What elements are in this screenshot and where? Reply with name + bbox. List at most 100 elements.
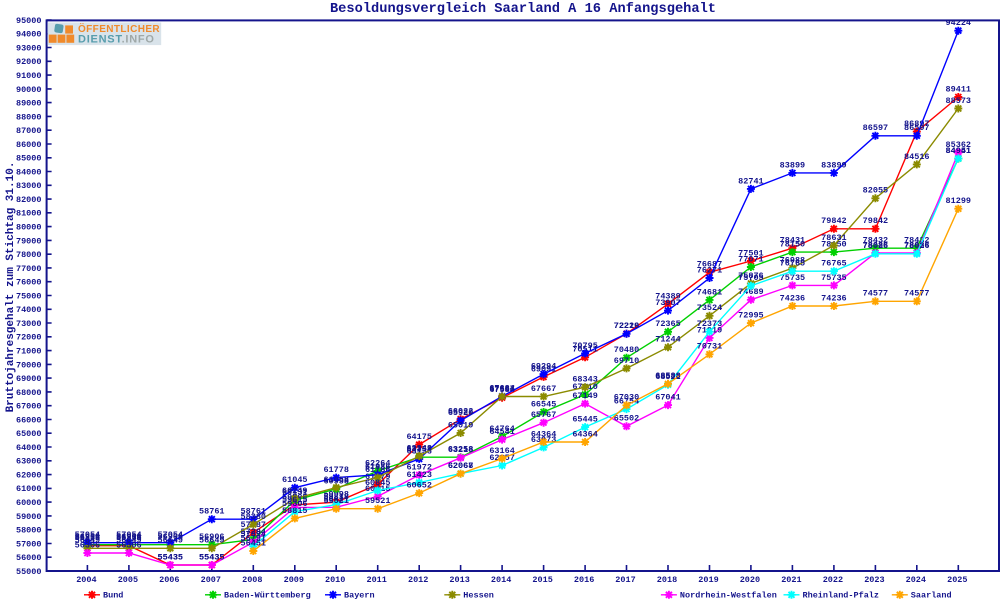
svg-text:61786: 61786 <box>365 465 391 475</box>
svg-text:56906: 56906 <box>116 532 142 542</box>
svg-text:77071: 77071 <box>738 254 764 264</box>
svg-text:76271: 76271 <box>697 265 723 275</box>
svg-text:91000: 91000 <box>16 71 42 81</box>
svg-text:88573: 88573 <box>946 96 972 106</box>
svg-text:74236: 74236 <box>780 293 806 303</box>
svg-text:DIENST.INFO: DIENST.INFO <box>78 33 155 45</box>
svg-text:2018: 2018 <box>657 575 677 585</box>
svg-text:84000: 84000 <box>16 167 42 177</box>
svg-text:Rheinland-Pfalz: Rheinland-Pfalz <box>803 591 880 600</box>
svg-text:60131: 60131 <box>282 488 308 498</box>
svg-text:62068: 62068 <box>448 461 474 471</box>
svg-text:55435: 55435 <box>199 552 225 562</box>
svg-text:Nordrhein-Westfalen: Nordrhein-Westfalen <box>680 591 777 600</box>
svg-text:74236: 74236 <box>821 293 847 303</box>
svg-text:68588: 68588 <box>655 371 681 381</box>
svg-text:58761: 58761 <box>241 507 267 517</box>
svg-text:76765: 76765 <box>780 259 806 269</box>
svg-text:59998: 59998 <box>323 490 349 500</box>
svg-text:57000: 57000 <box>16 539 42 549</box>
svg-text:82741: 82741 <box>738 176 764 186</box>
svg-text:78432: 78432 <box>904 236 930 246</box>
svg-text:76765: 76765 <box>821 259 847 269</box>
svg-text:67684: 67684 <box>489 384 515 394</box>
svg-text:75000: 75000 <box>16 291 42 301</box>
svg-text:64364: 64364 <box>531 429 557 439</box>
svg-text:78431: 78431 <box>780 236 806 246</box>
svg-text:94000: 94000 <box>16 30 42 40</box>
svg-text:2010: 2010 <box>325 575 345 585</box>
svg-text:88000: 88000 <box>16 112 42 122</box>
svg-text:74577: 74577 <box>863 289 889 299</box>
svg-text:84516: 84516 <box>904 152 930 162</box>
svg-text:57054: 57054 <box>116 530 142 540</box>
svg-text:58380: 58380 <box>241 512 267 522</box>
svg-text:63218: 63218 <box>448 445 474 455</box>
svg-text:78631: 78631 <box>821 233 847 243</box>
svg-text:2024: 2024 <box>906 575 926 585</box>
svg-text:59621: 59621 <box>323 495 349 505</box>
svg-text:57054: 57054 <box>158 530 184 540</box>
svg-text:60249: 60249 <box>282 486 308 496</box>
svg-text:2017: 2017 <box>615 575 635 585</box>
svg-text:67041: 67041 <box>655 393 681 403</box>
svg-text:56649: 56649 <box>116 536 142 546</box>
svg-text:72216: 72216 <box>614 321 640 331</box>
svg-text:ÖFFENTLICHER: ÖFFENTLICHER <box>78 22 160 35</box>
svg-text:89411: 89411 <box>946 84 972 94</box>
svg-text:56306: 56306 <box>75 540 101 550</box>
svg-text:72000: 72000 <box>16 333 42 343</box>
svg-text:64541: 64541 <box>489 427 515 437</box>
svg-text:56906: 56906 <box>75 532 101 542</box>
svg-text:72365: 72365 <box>655 319 681 329</box>
svg-text:70480: 70480 <box>614 345 640 355</box>
svg-text:56649: 56649 <box>199 536 225 546</box>
svg-text:57054: 57054 <box>75 530 101 540</box>
svg-text:62000: 62000 <box>16 471 42 481</box>
svg-text:58761: 58761 <box>199 507 225 517</box>
svg-text:59818: 59818 <box>323 492 349 502</box>
svg-text:67149: 67149 <box>572 391 598 401</box>
svg-text:56306: 56306 <box>116 540 142 550</box>
svg-text:72373: 72373 <box>697 319 723 329</box>
svg-text:62067: 62067 <box>448 461 474 471</box>
svg-text:56836: 56836 <box>116 533 142 543</box>
svg-text:75705: 75705 <box>738 273 764 283</box>
svg-text:79842: 79842 <box>821 216 847 226</box>
svg-text:86897: 86897 <box>904 119 930 129</box>
svg-text:2004: 2004 <box>76 575 96 585</box>
svg-text:59521: 59521 <box>323 496 349 506</box>
svg-text:67584: 67584 <box>489 385 515 395</box>
svg-text:Bund: Bund <box>103 591 123 600</box>
svg-text:77501: 77501 <box>738 248 764 258</box>
svg-text:57294: 57294 <box>241 527 267 537</box>
svg-text:2021: 2021 <box>781 575 801 585</box>
svg-text:60000: 60000 <box>16 498 42 508</box>
svg-text:65019: 65019 <box>448 420 474 430</box>
svg-text:61986: 61986 <box>365 462 391 472</box>
svg-text:2025: 2025 <box>947 575 967 585</box>
svg-text:56649: 56649 <box>75 536 101 546</box>
svg-text:69091: 69091 <box>531 364 557 374</box>
svg-text:73524: 73524 <box>697 303 723 313</box>
svg-text:59521: 59521 <box>365 496 391 506</box>
svg-text:74000: 74000 <box>16 305 42 315</box>
svg-text:78432: 78432 <box>863 236 889 246</box>
svg-text:Besoldungsvergleich Saarland A: Besoldungsvergleich Saarland A 16 Anfang… <box>330 2 716 17</box>
svg-text:56791: 56791 <box>241 534 267 544</box>
svg-text:76988: 76988 <box>780 256 806 266</box>
svg-text:95000: 95000 <box>16 16 42 26</box>
svg-text:56649: 56649 <box>158 536 184 546</box>
svg-text:72229: 72229 <box>614 321 640 331</box>
svg-text:68343: 68343 <box>572 375 598 385</box>
svg-text:65445: 65445 <box>572 415 598 425</box>
svg-text:63138: 63138 <box>406 446 432 456</box>
svg-text:74389: 74389 <box>655 291 681 301</box>
svg-text:2008: 2008 <box>242 575 262 585</box>
svg-text:61058: 61058 <box>323 475 349 485</box>
svg-text:55435: 55435 <box>158 552 184 562</box>
svg-text:83899: 83899 <box>821 160 847 170</box>
svg-text:Baden-Württemberg: Baden-Württemberg <box>224 591 311 600</box>
svg-text:94224: 94224 <box>946 18 972 28</box>
svg-text:59000: 59000 <box>16 512 42 522</box>
